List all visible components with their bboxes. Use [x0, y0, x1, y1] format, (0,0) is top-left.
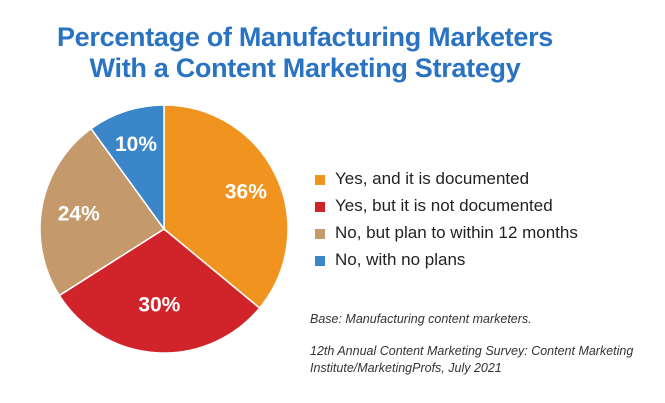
chart-title: Percentage of Manufacturing Marketers Wi… [0, 22, 610, 84]
data-label-no-plans: 10% [115, 133, 157, 156]
chart-title-line-1: Percentage of Manufacturing Marketers [56, 22, 554, 52]
slice-not-documented [58, 228, 261, 354]
legend-swatch-no-plans [315, 256, 325, 266]
legend-label-plan-within-12-months: No, but plan to within 12 months [335, 223, 578, 242]
slice-plan-within-12-months [39, 127, 166, 297]
legend-swatch-plan-within-12-months [315, 229, 325, 239]
base-note: Base: Manufacturing content marketers. [310, 312, 532, 326]
legend-label-documented: Yes, and it is documented [335, 169, 530, 188]
slice-documented [163, 104, 289, 310]
data-label-not-documented: 30% [138, 293, 180, 316]
legend-swatch-documented [315, 175, 325, 185]
data-label-plan-within-12-months: 24% [58, 203, 100, 226]
chart-title-line-2: With a Content Marketing Strategy [89, 53, 521, 83]
data-label-documented: 36% [225, 180, 267, 203]
source-note-line-1: 12th Annual Content Marketing Survey: Co… [310, 344, 634, 358]
source-note-line-2: Institute/MarketingProfs, July 2021 [310, 361, 502, 375]
slice-no-plans [90, 104, 165, 232]
legend-label-not-documented: Yes, but it is not documented [335, 196, 553, 215]
legend-label-no-plans: No, with no plans [335, 250, 466, 269]
legend-swatch-not-documented [315, 202, 325, 212]
source-note: 12th Annual Content Marketing Survey: Co… [310, 343, 633, 377]
